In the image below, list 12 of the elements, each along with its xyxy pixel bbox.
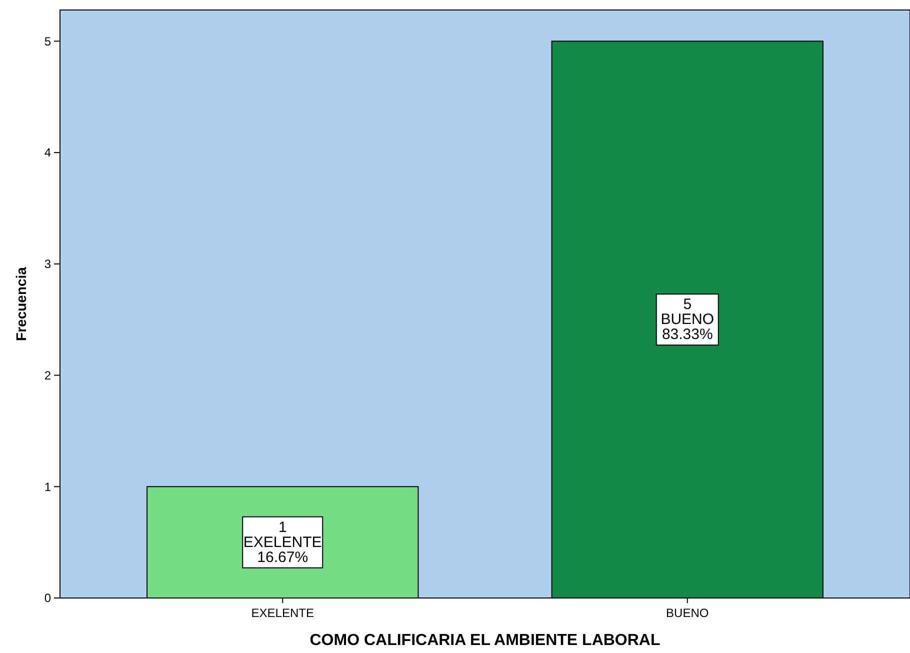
y-tick-label: 0: [44, 591, 52, 606]
y-tick-label: 3: [44, 257, 52, 272]
data-label: 5 BUENO 83.33%: [660, 296, 714, 344]
y-tick-label: 2: [44, 368, 52, 382]
y-axis-title: Frecuencia: [13, 266, 29, 341]
x-tick-label: EXELENTE: [251, 606, 314, 620]
y-tick-label: 1: [44, 480, 52, 494]
data-label: 1 EXELENTE 16.67%: [243, 518, 322, 566]
x-tick-label: BUENO: [666, 606, 709, 620]
x-axis-title: COMO CALIFICARIA EL AMBIENTE LABORAL: [310, 632, 660, 649]
y-tick-label: 5: [44, 34, 52, 48]
y-tick-label: 4: [44, 146, 52, 160]
